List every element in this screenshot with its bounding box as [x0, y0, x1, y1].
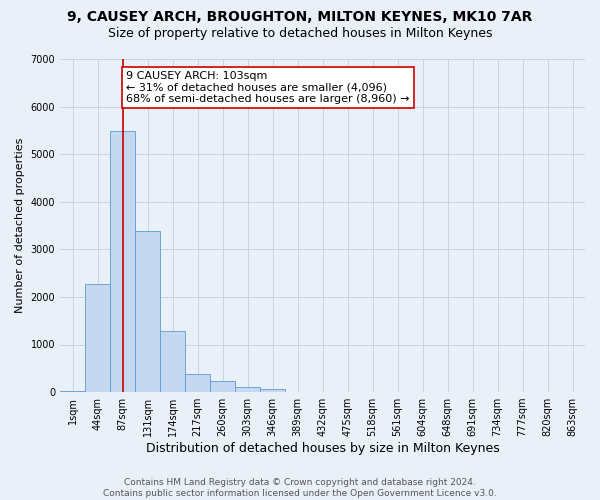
- Text: 9 CAUSEY ARCH: 103sqm
← 31% of detached houses are smaller (4,096)
68% of semi-d: 9 CAUSEY ARCH: 103sqm ← 31% of detached …: [126, 71, 410, 104]
- Text: Contains HM Land Registry data © Crown copyright and database right 2024.
Contai: Contains HM Land Registry data © Crown c…: [103, 478, 497, 498]
- Title: 9, CAUSEY ARCH, BROUGHTON, MILTON KEYNES, MK10 7AR
Size of property relative to : 9, CAUSEY ARCH, BROUGHTON, MILTON KEYNES…: [0, 499, 1, 500]
- Text: Size of property relative to detached houses in Milton Keynes: Size of property relative to detached ho…: [108, 28, 492, 40]
- Bar: [60, 391, 85, 392]
- Bar: [160, 330, 185, 392]
- Bar: [210, 381, 235, 392]
- Bar: [85, 284, 110, 392]
- Bar: [235, 387, 260, 392]
- X-axis label: Distribution of detached houses by size in Milton Keynes: Distribution of detached houses by size …: [146, 442, 499, 455]
- Bar: [185, 374, 210, 392]
- Text: 9, CAUSEY ARCH, BROUGHTON, MILTON KEYNES, MK10 7AR: 9, CAUSEY ARCH, BROUGHTON, MILTON KEYNES…: [67, 10, 533, 24]
- Bar: [135, 232, 160, 392]
- Bar: [260, 389, 285, 392]
- Y-axis label: Number of detached properties: Number of detached properties: [15, 138, 25, 313]
- Bar: [110, 132, 135, 392]
